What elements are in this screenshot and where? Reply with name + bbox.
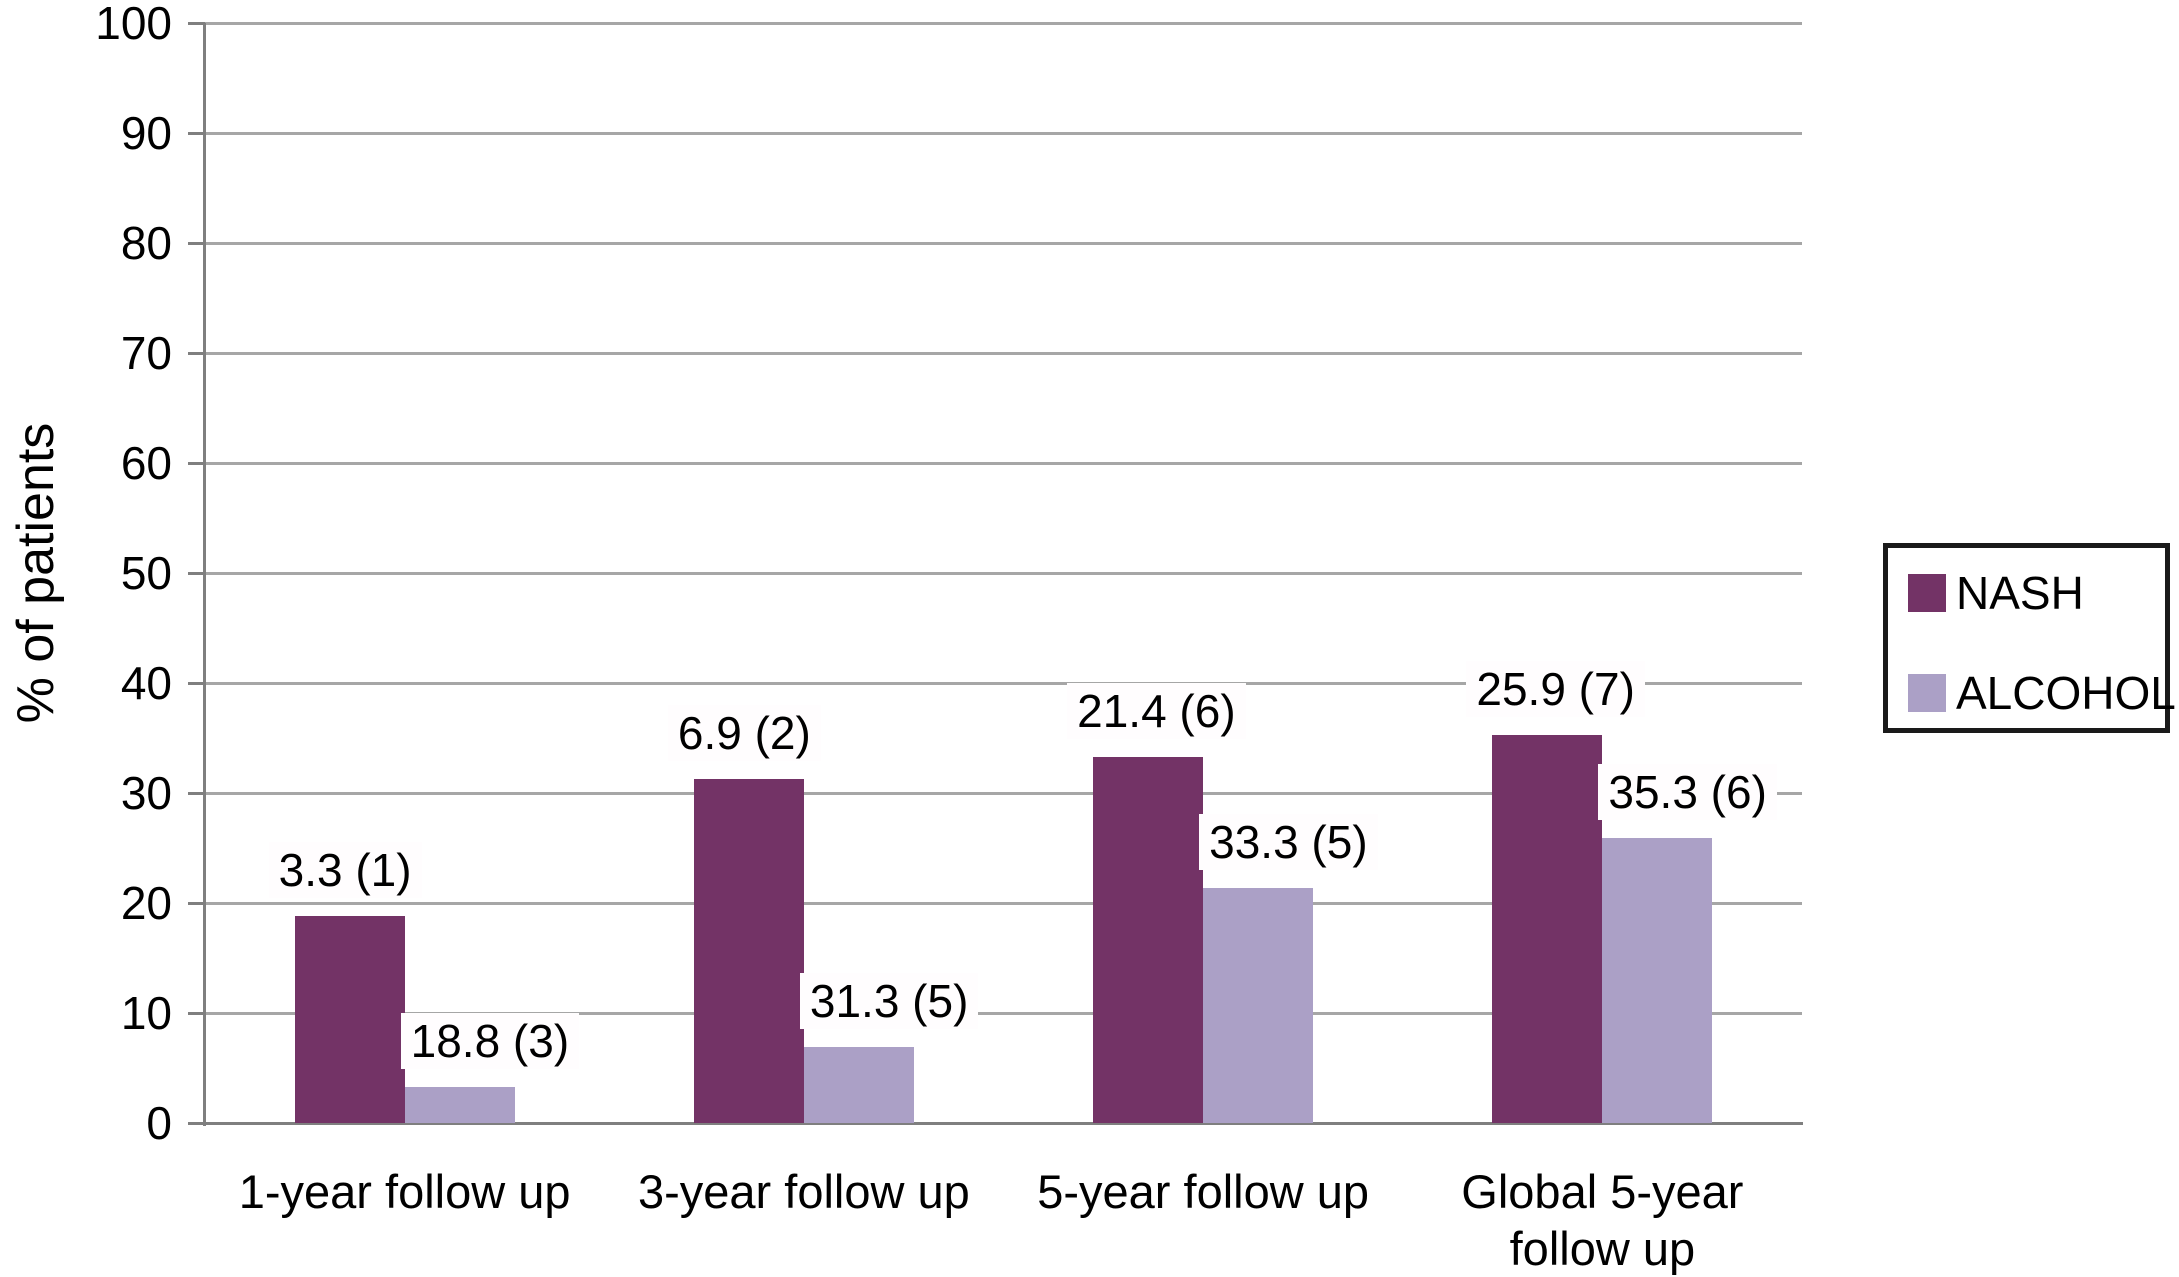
legend-swatch-nash-icon xyxy=(1908,574,1946,612)
gridline-50 xyxy=(205,571,1802,575)
gridline-100 xyxy=(205,21,1802,25)
y-tick-label-0: 0 xyxy=(146,1097,172,1149)
bar-alcohol-1 xyxy=(803,1047,914,1123)
bar-alcohol-0 xyxy=(404,1086,515,1123)
legend-swatch-alcohol-icon xyxy=(1908,674,1946,712)
y-tick-label-70: 70 xyxy=(120,327,172,379)
legend: NASH ALCOHOL xyxy=(1883,543,2176,733)
gridline-90 xyxy=(205,131,1802,135)
y-tick-mark-100 xyxy=(188,21,205,25)
x-axis-label-2: 5-year follow up xyxy=(1037,1165,1370,1218)
gridline-10 xyxy=(205,1011,1802,1015)
bar-label-nash-2: 21.4 (6) xyxy=(1067,682,1246,739)
legend-label-alcohol: ALCOHOL xyxy=(1956,667,2176,719)
legend-entry-alcohol: ALCOHOL xyxy=(1908,670,2176,716)
y-tick-label-40: 40 xyxy=(120,657,172,709)
bar-alcohol-2 xyxy=(1203,887,1314,1123)
x-axis-label-1: 3-year follow up xyxy=(637,1165,970,1218)
bar-label-alcohol-2: 33.3 (5) xyxy=(1199,813,1378,870)
y-tick-mark-70 xyxy=(188,351,205,355)
x-axis-line xyxy=(203,1122,1803,1125)
y-tick-label-20: 20 xyxy=(120,877,172,929)
bar-alcohol-3 xyxy=(1602,838,1713,1123)
y-tick-label-100: 100 xyxy=(95,0,172,49)
gridline-30 xyxy=(205,791,1802,795)
y-tick-label-60: 60 xyxy=(120,437,172,489)
y-tick-mark-90 xyxy=(188,131,205,135)
y-tick-mark-10 xyxy=(188,1011,205,1015)
y-tick-mark-80 xyxy=(188,241,205,245)
y-tick-mark-60 xyxy=(188,461,205,465)
gridline-70 xyxy=(205,351,1802,355)
y-tick-mark-30 xyxy=(188,791,205,795)
legend-entry-nash: NASH xyxy=(1908,570,2084,616)
y-tick-mark-50 xyxy=(188,571,205,575)
y-tick-label-30: 30 xyxy=(120,767,172,819)
bar-label-nash-0: 3.3 (1) xyxy=(268,842,422,899)
y-axis-line xyxy=(203,23,206,1126)
gridline-60 xyxy=(205,461,1802,465)
bar-nash-1 xyxy=(693,778,804,1123)
x-axis-label-3: Global 5-year follow up xyxy=(1461,1165,1744,1275)
legend-label-nash: NASH xyxy=(1956,567,2084,619)
plot-area: 3.3 (1) 18.8 (3) 6.9 (2) 31.3 (5) 21.4 (6) 33… xyxy=(203,21,1803,1126)
bar-label-nash-1: 6.9 (2) xyxy=(667,704,821,761)
y-tick-label-90: 90 xyxy=(120,107,172,159)
bar-nash-0 xyxy=(294,916,405,1123)
bar-label-nash-3: 25.9 (7) xyxy=(1466,660,1645,717)
y-tick-mark-40 xyxy=(188,681,205,685)
y-tick-mark-20 xyxy=(188,901,205,905)
gridline-80 xyxy=(205,241,1802,245)
bar-label-alcohol-3: 35.3 (6) xyxy=(1598,764,1777,821)
bar-nash-3 xyxy=(1492,734,1603,1123)
bar-label-alcohol-1: 31.3 (5) xyxy=(799,973,979,1030)
x-axis-label-0: 1-year follow up xyxy=(238,1165,571,1218)
bar-label-alcohol-0: 18.8 (3) xyxy=(400,1012,580,1069)
y-tick-label-10: 10 xyxy=(120,987,172,1039)
y-tick-label-80: 80 xyxy=(120,217,172,269)
gridline-20 xyxy=(205,901,1802,905)
bar-nash-2 xyxy=(1093,756,1204,1123)
gridline-40 xyxy=(205,681,1802,685)
y-tick-label-50: 50 xyxy=(120,547,172,599)
y-tick-mark-0 xyxy=(188,1121,205,1125)
